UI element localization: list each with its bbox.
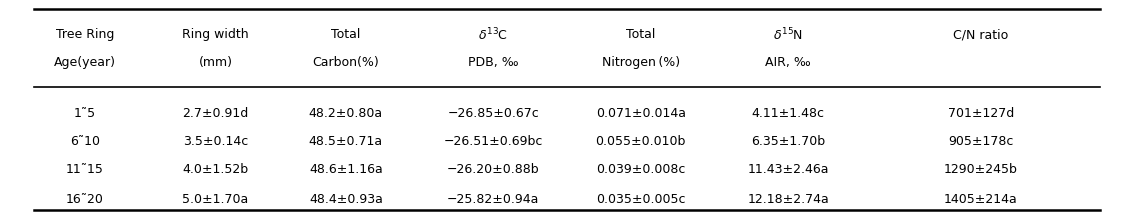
Text: Carbon(%): Carbon(%) (313, 56, 379, 69)
Text: −26.20±0.88b: −26.20±0.88b (447, 163, 540, 176)
Text: −26.85±0.67c: −26.85±0.67c (448, 107, 539, 120)
Text: 1290±245b: 1290±245b (943, 163, 1018, 176)
Text: Tree Ring: Tree Ring (56, 28, 115, 41)
Text: Nitrogen (%): Nitrogen (%) (602, 56, 679, 69)
Text: 11.43±2.46a: 11.43±2.46a (747, 163, 829, 176)
Text: 1405±214a: 1405±214a (943, 193, 1018, 206)
Text: C/N ratio: C/N ratio (954, 28, 1008, 41)
Text: −26.51±0.69bc: −26.51±0.69bc (443, 135, 543, 148)
Text: 0.055±0.010b: 0.055±0.010b (595, 135, 686, 148)
Text: 3.5±0.14c: 3.5±0.14c (183, 135, 248, 148)
Text: 701±127d: 701±127d (948, 107, 1014, 120)
Text: 1˜5: 1˜5 (74, 107, 96, 120)
Text: −25.82±0.94a: −25.82±0.94a (447, 193, 540, 206)
Text: 48.5±0.71a: 48.5±0.71a (308, 135, 383, 148)
Text: 6˜10: 6˜10 (70, 135, 100, 148)
Text: 11˜15: 11˜15 (66, 163, 104, 176)
Text: AIR, ‰: AIR, ‰ (765, 56, 811, 69)
Text: 4.0±1.52b: 4.0±1.52b (183, 163, 248, 176)
Text: (mm): (mm) (198, 56, 232, 69)
Text: 16˜20: 16˜20 (66, 193, 104, 206)
Text: Ring width: Ring width (183, 28, 248, 41)
Text: 48.2±0.80a: 48.2±0.80a (308, 107, 383, 120)
Text: 5.0±1.70a: 5.0±1.70a (183, 193, 248, 206)
Text: 2.7±0.91d: 2.7±0.91d (183, 107, 248, 120)
Text: Age(year): Age(year) (54, 56, 116, 69)
Text: 0.035±0.005c: 0.035±0.005c (596, 193, 685, 206)
Text: $\delta^{13}$C: $\delta^{13}$C (479, 26, 508, 43)
Text: 6.35±1.70b: 6.35±1.70b (751, 135, 826, 148)
Text: 0.039±0.008c: 0.039±0.008c (596, 163, 685, 176)
Text: $\delta^{15}$N: $\delta^{15}$N (773, 26, 803, 43)
Text: PDB, ‰: PDB, ‰ (468, 56, 518, 69)
Text: Total: Total (331, 28, 361, 41)
Text: 48.4±0.93a: 48.4±0.93a (308, 193, 383, 206)
Text: Total: Total (626, 28, 655, 41)
Text: 0.071±0.014a: 0.071±0.014a (595, 107, 686, 120)
Text: 4.11±1.48c: 4.11±1.48c (752, 107, 824, 120)
Text: 48.6±1.16a: 48.6±1.16a (308, 163, 383, 176)
Text: 12.18±2.74a: 12.18±2.74a (747, 193, 829, 206)
Text: 905±178c: 905±178c (948, 135, 1014, 148)
